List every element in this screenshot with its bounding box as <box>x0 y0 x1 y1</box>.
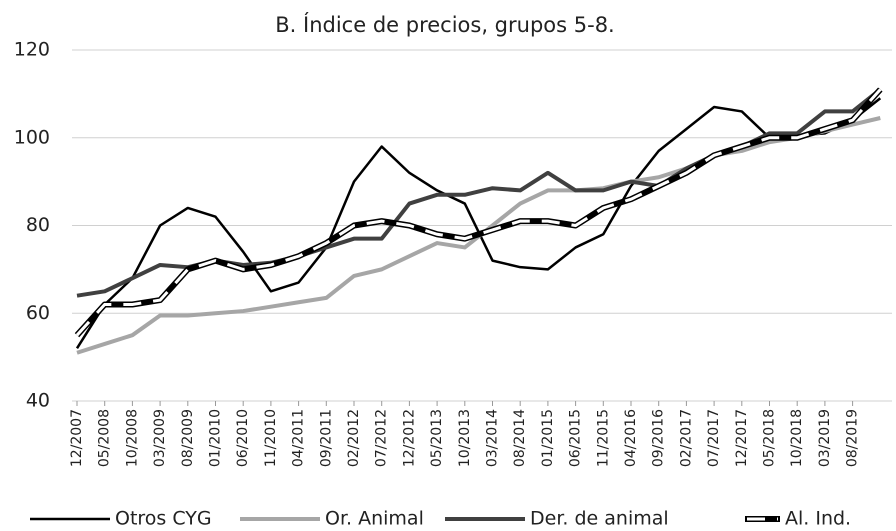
x-tick-label: 11/2015 <box>595 409 611 467</box>
x-tick-label: 03/2019 <box>817 409 833 467</box>
x-tick-label: 04/2016 <box>623 409 639 467</box>
x-tick-label: 06/2010 <box>235 409 251 467</box>
x-tick-label: 05/2018 <box>762 409 778 467</box>
legend-label: Or. Animal <box>325 508 424 530</box>
legend-label: Al. Ind. <box>785 508 851 530</box>
x-tick-label: 10/2008 <box>124 409 140 467</box>
x-tick-label: 07/2017 <box>706 409 722 467</box>
x-tick-label: 08/2014 <box>512 409 528 467</box>
x-tick-label: 11/2010 <box>263 409 279 467</box>
x-tick-label: 03/2009 <box>152 409 168 467</box>
x-tick-label: 01/2010 <box>208 409 224 467</box>
x-tick-label: 10/2013 <box>457 409 473 467</box>
y-tick-label: 60 <box>26 302 50 324</box>
y-tick-label: 120 <box>14 39 50 61</box>
legend-label: Der. de animal <box>530 508 669 530</box>
x-tick-label: 10/2018 <box>789 409 805 467</box>
x-tick-label: 05/2013 <box>429 409 445 467</box>
legend-label: Otros CYG <box>115 508 212 530</box>
x-tick-label: 08/2009 <box>180 409 196 467</box>
x-tick-label: 01/2015 <box>540 409 556 467</box>
y-tick-label: 100 <box>14 126 50 148</box>
chart-title: B. Índice de precios, grupos 5-8. <box>275 12 614 37</box>
x-tick-label: 05/2008 <box>97 409 113 467</box>
x-tick-label: 12/2012 <box>401 409 417 467</box>
x-tick-label: 09/2011 <box>318 409 334 467</box>
x-tick-label: 06/2015 <box>568 409 584 467</box>
x-tick-label: 08/2019 <box>845 409 861 467</box>
y-tick-label: 40 <box>26 390 50 412</box>
series-line-outline <box>74 87 883 338</box>
x-tick-label: 07/2012 <box>374 409 390 467</box>
x-tick-label: 02/2017 <box>678 409 694 467</box>
x-tick-label: 04/2011 <box>291 409 307 467</box>
x-tick-label: 12/2007 <box>69 409 85 467</box>
y-tick-label: 80 <box>26 214 50 236</box>
series-line <box>75 88 882 337</box>
x-tick-label: 12/2017 <box>734 409 750 467</box>
x-tick-label: 03/2014 <box>485 409 501 467</box>
x-tick-label: 02/2012 <box>346 409 362 467</box>
x-tick-label: 09/2016 <box>651 409 667 467</box>
